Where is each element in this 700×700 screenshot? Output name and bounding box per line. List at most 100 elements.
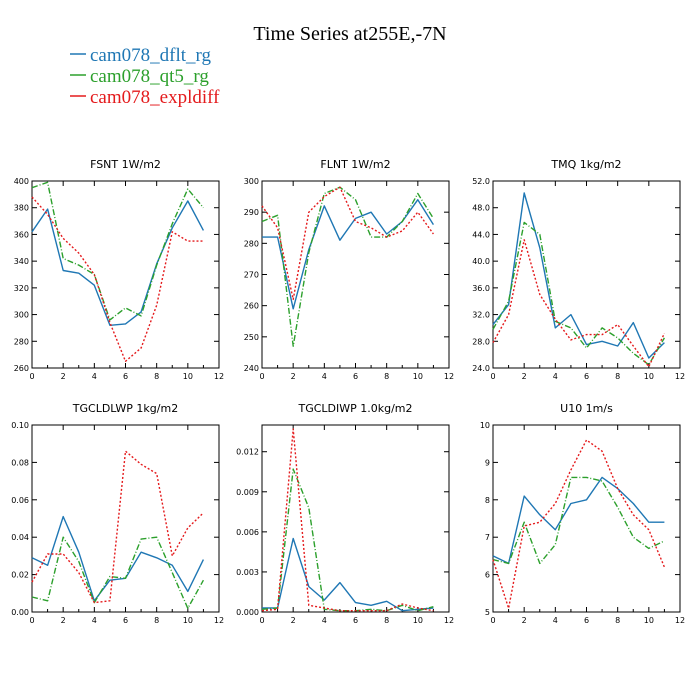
legend-entry-dflt: cam078_dflt_rg xyxy=(70,45,212,66)
chart-panel-5: TGCLDIWP 1.0kg/m2 0 2 4 6 8 10 12 0.000 0.003 0.00… xyxy=(236,402,454,625)
y-tick-label: 280 xyxy=(244,239,259,248)
x-tick-label: 8 xyxy=(615,616,620,625)
x-tick-label: 8 xyxy=(615,372,620,381)
x-tick-label: 6 xyxy=(123,372,128,381)
y-tick-label: 270 xyxy=(244,271,259,280)
y-tick-label: 7 xyxy=(485,533,490,542)
y-tick-label: 0.06 xyxy=(11,496,29,505)
y-tick-label: 0.009 xyxy=(236,488,259,497)
plot-frame xyxy=(261,424,450,613)
x-tick-label: 4 xyxy=(92,372,97,381)
x-tick-label: 4 xyxy=(92,616,97,625)
x-tick-label: 6 xyxy=(353,616,358,625)
x-tick-label: 4 xyxy=(553,616,558,625)
chart-panel-3: TMQ 1kg/m2 0 2 4 6 8 10 12 24.0 28.0 32.0 36.0 40.0 4… xyxy=(472,158,685,381)
x-tick-label: 6 xyxy=(123,616,128,625)
y-tick-label: 0.08 xyxy=(11,458,29,467)
legend-label-dflt: cam078_dflt_rg xyxy=(90,45,212,66)
legend-label-qt5: cam078_qt5_rg xyxy=(90,66,209,87)
y-tick-label: 300 xyxy=(244,177,259,186)
y-tick-label: 0.02 xyxy=(11,571,29,580)
plot-frame xyxy=(31,180,220,369)
x-tick-label: 12 xyxy=(214,372,224,381)
y-tick-label: 0.003 xyxy=(236,568,259,577)
y-tick-label: 320 xyxy=(14,284,29,293)
series-line-1 xyxy=(262,198,434,310)
y-tick-label: 280 xyxy=(14,337,29,346)
x-tick-label: 8 xyxy=(384,616,389,625)
x-tick-label: 10 xyxy=(413,372,423,381)
legend: cam078_dflt_rg cam078_qt5_rg cam078_expl… xyxy=(70,45,220,108)
x-tick-label: 10 xyxy=(644,372,654,381)
x-tick-label: 4 xyxy=(322,372,327,381)
series-line-1 xyxy=(31,515,205,602)
x-tick-label: 8 xyxy=(154,616,159,625)
x-tick-label: 10 xyxy=(644,616,654,625)
y-tick-label: 36.0 xyxy=(472,284,490,293)
series-line-3 xyxy=(492,239,666,368)
panel-title: TGCLDIWP 1.0kg/m2 xyxy=(297,402,412,415)
x-tick-label: 2 xyxy=(61,372,66,381)
series-line-2 xyxy=(261,186,434,347)
y-tick-label: 240 xyxy=(244,364,259,373)
x-tick-label: 2 xyxy=(522,372,527,381)
panel-title: U10 1m/s xyxy=(560,402,613,415)
x-tick-label: 12 xyxy=(214,616,224,625)
chart-panel-1: FSNT 1W/m2 0 2 4 6 8 10 12 260 280 300 320 340 360 380… xyxy=(14,158,224,381)
chart-panel-4: TGCLDLWP 1kg/m2 0 2 4 6 8 10 12 0.00 0.02 0.04 0.06… xyxy=(11,402,224,625)
y-tick-label: 290 xyxy=(244,208,259,217)
y-tick-label: 44.0 xyxy=(472,230,490,239)
y-tick-label: 24.0 xyxy=(472,364,490,373)
series-line-1 xyxy=(31,200,205,326)
series-line-2 xyxy=(492,221,666,366)
plot-frame xyxy=(261,180,450,369)
x-tick-label: 12 xyxy=(675,616,685,625)
series-line-3 xyxy=(31,196,204,362)
x-tick-label: 0 xyxy=(490,616,495,625)
y-tick-label: 6 xyxy=(485,571,490,580)
legend-entry-expldiff: cam078_expldiff xyxy=(70,87,220,108)
series-line-3 xyxy=(261,428,434,612)
y-tick-label: 0.00 xyxy=(11,608,29,617)
panel-title: TGCLDLWP 1kg/m2 xyxy=(72,402,178,415)
legend-label-expldiff: cam078_expldiff xyxy=(90,87,220,108)
plot-frame xyxy=(492,424,681,613)
y-tick-label: 300 xyxy=(14,311,29,320)
y-tick-label: 0.10 xyxy=(11,421,29,430)
y-tick-label: 340 xyxy=(14,257,29,266)
y-tick-label: 250 xyxy=(244,333,259,342)
series-line-1 xyxy=(492,192,665,359)
x-tick-label: 8 xyxy=(384,372,389,381)
y-tick-label: 360 xyxy=(14,230,29,239)
y-tick-label: 52.0 xyxy=(472,177,490,186)
y-tick-label: 5 xyxy=(485,608,490,617)
y-tick-label: 400 xyxy=(14,177,29,186)
x-tick-label: 6 xyxy=(584,372,589,381)
x-tick-label: 6 xyxy=(353,372,358,381)
x-tick-label: 0 xyxy=(259,616,264,625)
y-tick-label: 28.0 xyxy=(472,337,490,346)
y-tick-label: 260 xyxy=(244,302,259,311)
series-line-1 xyxy=(492,476,665,565)
x-tick-label: 0 xyxy=(490,372,495,381)
x-tick-label: 4 xyxy=(322,616,327,625)
x-tick-label: 6 xyxy=(584,616,589,625)
y-tick-label: 380 xyxy=(14,204,29,213)
y-tick-label: 32.0 xyxy=(472,311,490,320)
y-tick-label: 10 xyxy=(480,421,490,430)
y-tick-label: 8 xyxy=(485,496,490,505)
figure-title: Time Series at255E,-7N xyxy=(253,23,446,45)
chart-panel-2: FLNT 1W/m2 0 2 4 6 8 10 12 240 250 260 270 280 290 300 xyxy=(244,158,454,381)
x-tick-label: 0 xyxy=(29,372,34,381)
x-tick-label: 12 xyxy=(444,616,454,625)
panel-title: FSNT 1W/m2 xyxy=(90,158,161,171)
x-tick-label: 10 xyxy=(183,616,193,625)
legend-entry-qt5: cam078_qt5_rg xyxy=(70,66,209,87)
x-tick-label: 2 xyxy=(291,616,296,625)
y-tick-label: 48.0 xyxy=(472,204,490,213)
x-tick-label: 2 xyxy=(522,616,527,625)
series-line-2 xyxy=(261,468,434,612)
x-tick-label: 2 xyxy=(61,616,66,625)
x-tick-label: 12 xyxy=(675,372,685,381)
x-tick-label: 8 xyxy=(154,372,159,381)
